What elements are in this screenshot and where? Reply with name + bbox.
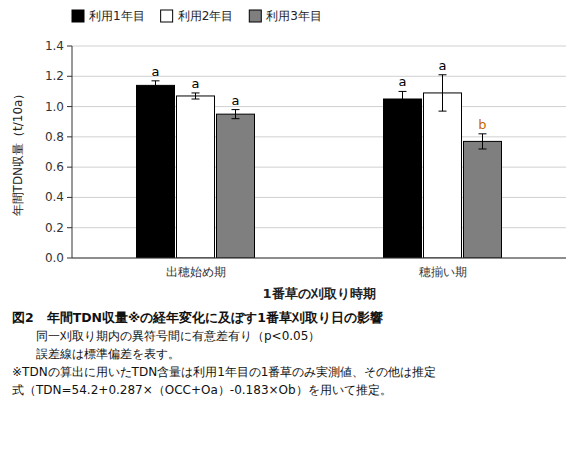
legend-label: 利用2年目 xyxy=(178,9,234,23)
caption-line: 同一刈取り期内の異符号間に有意差有り（p<0.05） xyxy=(12,329,320,343)
y-tick xyxy=(67,46,72,47)
x-axis-label: 1番草の刈取り時期 xyxy=(262,286,375,301)
error-stem xyxy=(155,81,156,90)
legend-swatch xyxy=(249,10,261,22)
bar xyxy=(424,93,462,258)
bars xyxy=(137,75,502,258)
legend-swatch xyxy=(72,10,84,22)
significance-label: a xyxy=(439,58,447,73)
y-tick-label: 0.6 xyxy=(45,160,64,174)
legend-label: 利用1年目 xyxy=(89,9,145,23)
bar xyxy=(217,114,255,258)
significance-labels: a a a a a b xyxy=(152,58,487,132)
error-bar xyxy=(479,134,487,149)
x-axis-line xyxy=(72,258,566,259)
caption-line: 図2 年間TDN収量※の経年変化に及ぼす1番草刈取り日の影響 xyxy=(12,310,383,325)
significance-label: a xyxy=(152,64,160,79)
error-cap xyxy=(479,133,487,134)
error-cap xyxy=(439,74,447,75)
legend-swatch xyxy=(161,10,173,22)
y-axis-label: 年間TDN収量（t/10a） xyxy=(11,88,25,217)
error-cap xyxy=(232,109,240,110)
error-bar xyxy=(399,91,407,106)
error-stem xyxy=(442,75,443,111)
error-stem xyxy=(402,91,403,106)
y-tick-label: 1.0 xyxy=(45,100,64,114)
y-tick xyxy=(67,258,72,259)
bar xyxy=(464,141,502,258)
error-cap xyxy=(399,91,407,92)
error-cap xyxy=(399,106,407,107)
y-tick-label: 0.4 xyxy=(45,190,64,204)
legend: 利用1年目 利用2年目 利用3年目 xyxy=(72,9,322,23)
bar xyxy=(177,96,215,258)
error-cap xyxy=(232,118,240,119)
significance-label: a xyxy=(399,74,407,89)
y-tick-label: 1.2 xyxy=(45,69,64,83)
error-cap xyxy=(479,148,487,149)
grid xyxy=(72,46,566,258)
legend-item: 利用1年目 xyxy=(72,9,145,23)
y-tick xyxy=(67,76,72,77)
y-tick-label: 0.8 xyxy=(45,130,64,144)
y-tick-label: 1.4 xyxy=(45,39,64,53)
error-cap xyxy=(152,80,160,81)
caption-line: 式（TDN=54.2+0.287×（OCC+Oa）-0.183×Ob）を用いて推… xyxy=(12,383,392,397)
caption-line: 誤差線は標準偏差を表す。 xyxy=(12,347,180,361)
error-bar xyxy=(192,93,200,99)
caption: 図2 年間TDN収量※の経年変化に及ぼす1番草刈取り日の影響 同一刈取り期内の異… xyxy=(12,310,436,397)
frame xyxy=(72,46,566,258)
error-stem xyxy=(235,110,236,119)
error-bar xyxy=(152,81,160,90)
y-tick xyxy=(67,227,72,228)
error-cap xyxy=(192,99,200,100)
caption-line: ※TDNの算出に用いたTDN含量は利用1年目の1番草のみ実測値、その他は推定 xyxy=(12,365,436,379)
error-cap xyxy=(192,92,200,93)
x-axis: 出穂始め期 穂揃い期 xyxy=(166,265,467,279)
x-tick-label: 出穂始め期 xyxy=(166,265,226,279)
error-bar xyxy=(232,110,240,119)
legend-item: 利用2年目 xyxy=(161,9,234,23)
significance-label: b xyxy=(478,117,486,132)
y-tick-label: 0.2 xyxy=(45,221,64,235)
legend-label: 利用3年目 xyxy=(266,9,322,23)
y-axis-line xyxy=(72,46,73,258)
grid-line xyxy=(72,76,566,77)
significance-label: a xyxy=(232,93,240,108)
grid-line xyxy=(72,46,566,47)
y-tick xyxy=(67,106,72,107)
error-stem xyxy=(195,93,196,99)
error-cap xyxy=(439,111,447,112)
significance-label: a xyxy=(192,76,200,91)
y-tick xyxy=(67,167,72,168)
y-tick xyxy=(67,197,72,198)
bar xyxy=(384,99,422,258)
grid-line xyxy=(72,258,566,259)
x-tick-label: 穂揃い期 xyxy=(419,265,467,279)
y-axis: 0.0 0.2 0.4 0.6 0.8 1.0 1.2 1.4 xyxy=(45,39,72,265)
error-bar xyxy=(439,75,447,111)
y-tick-label: 0.0 xyxy=(45,251,64,265)
chart: 0.0 0.2 0.4 0.6 0.8 1.0 1.2 1.4 a a a a a b 出穂始め期 穂揃い期 1… xyxy=(0,0,584,470)
legend-item: 利用3年目 xyxy=(249,9,322,23)
error-stem xyxy=(482,134,483,149)
y-tick xyxy=(67,136,72,137)
error-cap xyxy=(152,89,160,90)
bar xyxy=(137,85,175,258)
